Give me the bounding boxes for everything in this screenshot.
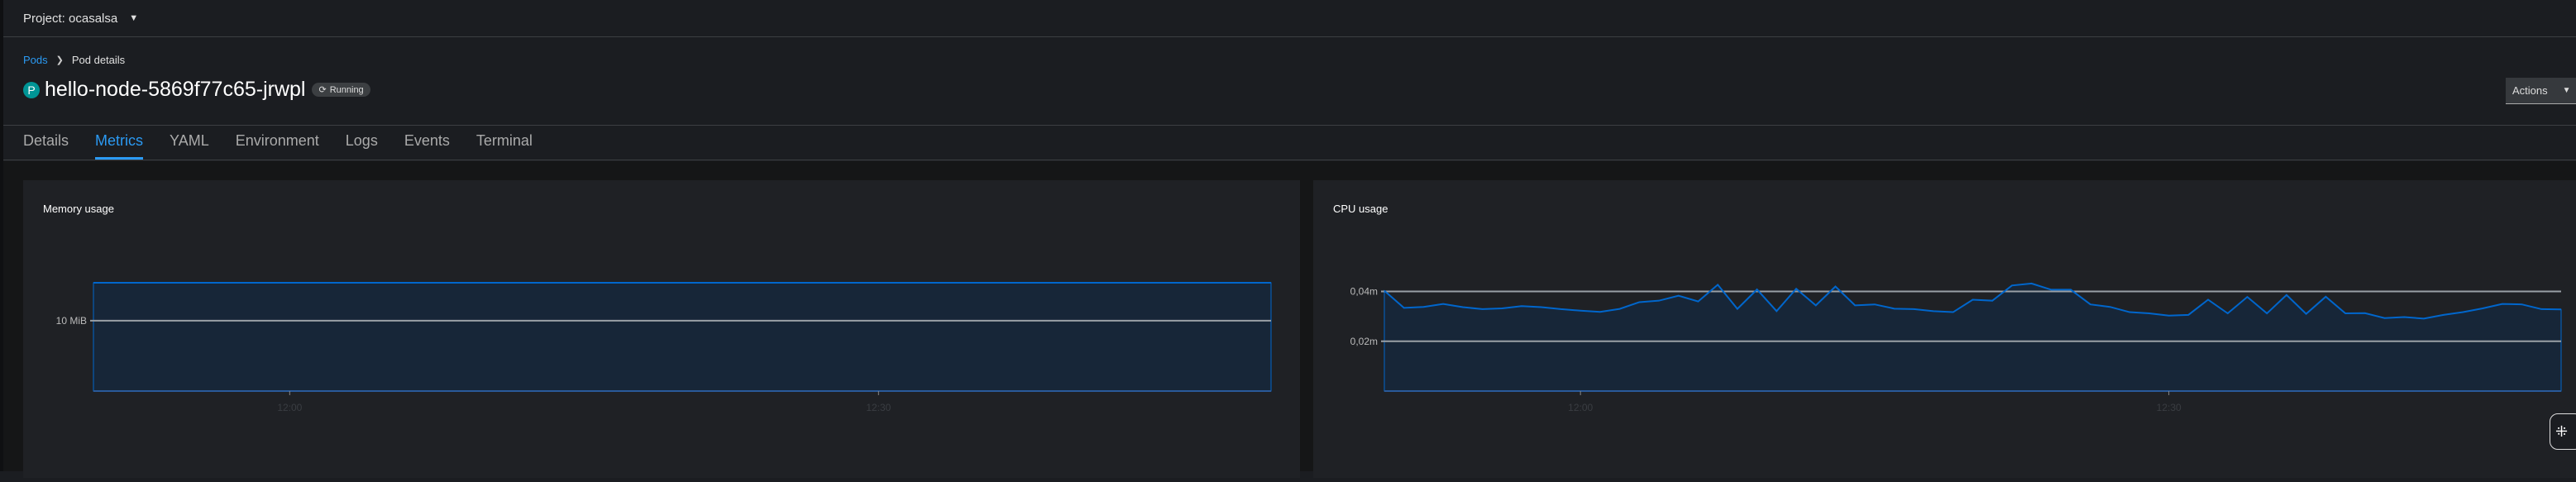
breadcrumb-pods-link[interactable]: Pods (23, 54, 48, 66)
metrics-content: Memory usage 10 MiB 12:00 12:30 CPU usage … (3, 161, 2576, 478)
tab-events[interactable]: Events (404, 132, 450, 149)
tab-bar: Details Metrics YAML Environment Logs Ev… (3, 126, 2576, 160)
pod-resource-badge: P (23, 81, 40, 98)
chart-title: Memory usage (43, 203, 114, 215)
caret-down-icon: ▼ (129, 13, 139, 23)
cpu-usage-chart: 0,02m 0,04m 12:00 12:30 (1350, 282, 2562, 413)
quick-start-button[interactable]: ⁜ (2550, 413, 2576, 450)
caret-down-icon: ▼ (2562, 86, 2571, 95)
y-tick-label: 0,02m (1350, 336, 1378, 347)
series-area (93, 282, 1272, 392)
project-selector[interactable]: Project: ocasalsa ▼ (3, 0, 2576, 37)
sync-icon: ⟳ (318, 85, 327, 95)
tab-environment[interactable]: Environment (235, 132, 319, 149)
tab-metrics[interactable]: Metrics (95, 126, 144, 160)
page-header: Pods ❯ Pod details P hello-node-5869f77c… (3, 38, 2576, 126)
tab-logs[interactable]: Logs (345, 132, 378, 149)
actions-label: Actions (2512, 84, 2548, 97)
chevron-right-icon: ❯ (55, 55, 64, 65)
x-tick-label: 12:00 (1568, 402, 1593, 413)
cpu-usage-card: CPU usage 0,02m 0,04m 12:00 12:30 (1313, 180, 2576, 478)
memory-usage-card: Memory usage 10 MiB 12:00 12:30 (23, 180, 1300, 478)
y-tick-label: 0,04m (1350, 286, 1378, 298)
x-tick-label: 12:00 (277, 402, 302, 413)
left-edge (0, 0, 3, 471)
series-line (1384, 282, 2562, 320)
tab-details[interactable]: Details (23, 132, 69, 149)
x-tick-label: 12:30 (2157, 402, 2182, 413)
status-text: Running (329, 84, 364, 95)
breadcrumb: Pods ❯ Pod details (23, 54, 125, 66)
tab-terminal[interactable]: Terminal (476, 132, 533, 149)
chart-title: CPU usage (1333, 203, 1388, 215)
status-badge: ⟳ Running (312, 83, 370, 97)
project-label: Project: ocasalsa (23, 11, 118, 26)
x-tick-label: 12:30 (866, 402, 891, 413)
breadcrumb-current: Pod details (71, 54, 126, 66)
y-tick-label: 10 MiB (56, 315, 87, 327)
page-title: hello-node-5869f77c65-jrwpl (45, 78, 306, 101)
tab-yaml[interactable]: YAML (170, 132, 209, 149)
sparkle-icon: ⁜ (2555, 422, 2569, 440)
memory-usage-chart: 10 MiB 12:00 12:30 (56, 282, 1272, 413)
actions-dropdown[interactable]: Actions ▼ (2506, 78, 2576, 104)
